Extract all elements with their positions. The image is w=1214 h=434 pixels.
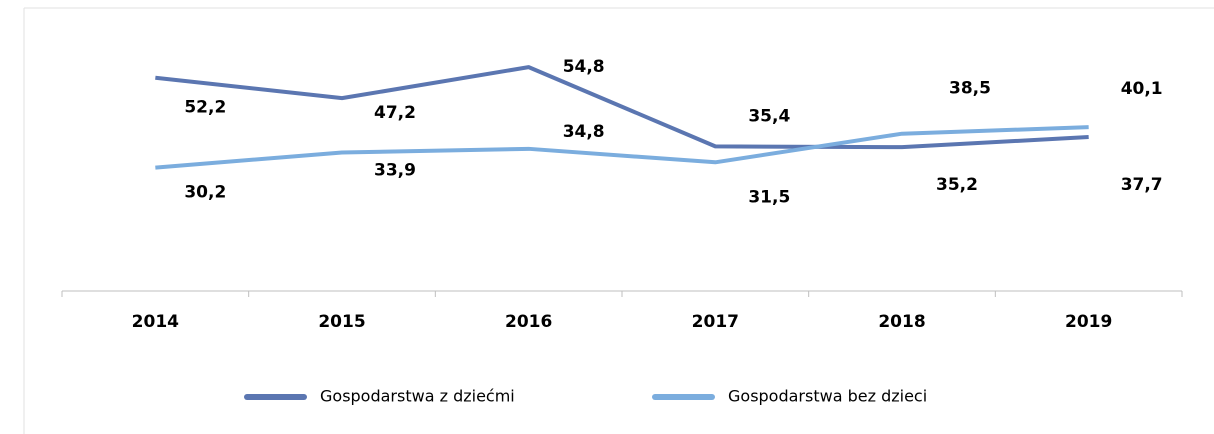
legend-label: Gospodarstwa z dziećmi — [320, 387, 515, 406]
series-line — [155, 125, 1089, 170]
data-label: 38,5 — [949, 79, 991, 99]
x-tick-label: 2019 — [1065, 312, 1112, 332]
data-label: 40,1 — [1121, 79, 1163, 99]
data-label: 35,2 — [936, 175, 978, 195]
x-tick-label: 2017 — [692, 312, 739, 332]
x-tick-label: 2014 — [132, 312, 179, 332]
legend-label: Gospodarstwa bez dzieci — [728, 387, 927, 406]
x-tick-label: 2018 — [878, 312, 925, 332]
data-label: 30,2 — [184, 183, 226, 203]
x-tick-label: 2016 — [505, 312, 552, 332]
data-label: 54,8 — [563, 57, 605, 77]
data-label: 33,9 — [374, 160, 416, 180]
data-label: 35,4 — [748, 106, 790, 126]
data-label: 31,5 — [748, 187, 790, 207]
data-label: 52,2 — [184, 98, 226, 118]
series-line — [155, 65, 1089, 150]
data-label: 47,2 — [374, 103, 416, 123]
data-label: 34,8 — [563, 122, 605, 142]
data-label: 37,7 — [1121, 175, 1163, 195]
x-tick-label: 2015 — [318, 312, 365, 332]
